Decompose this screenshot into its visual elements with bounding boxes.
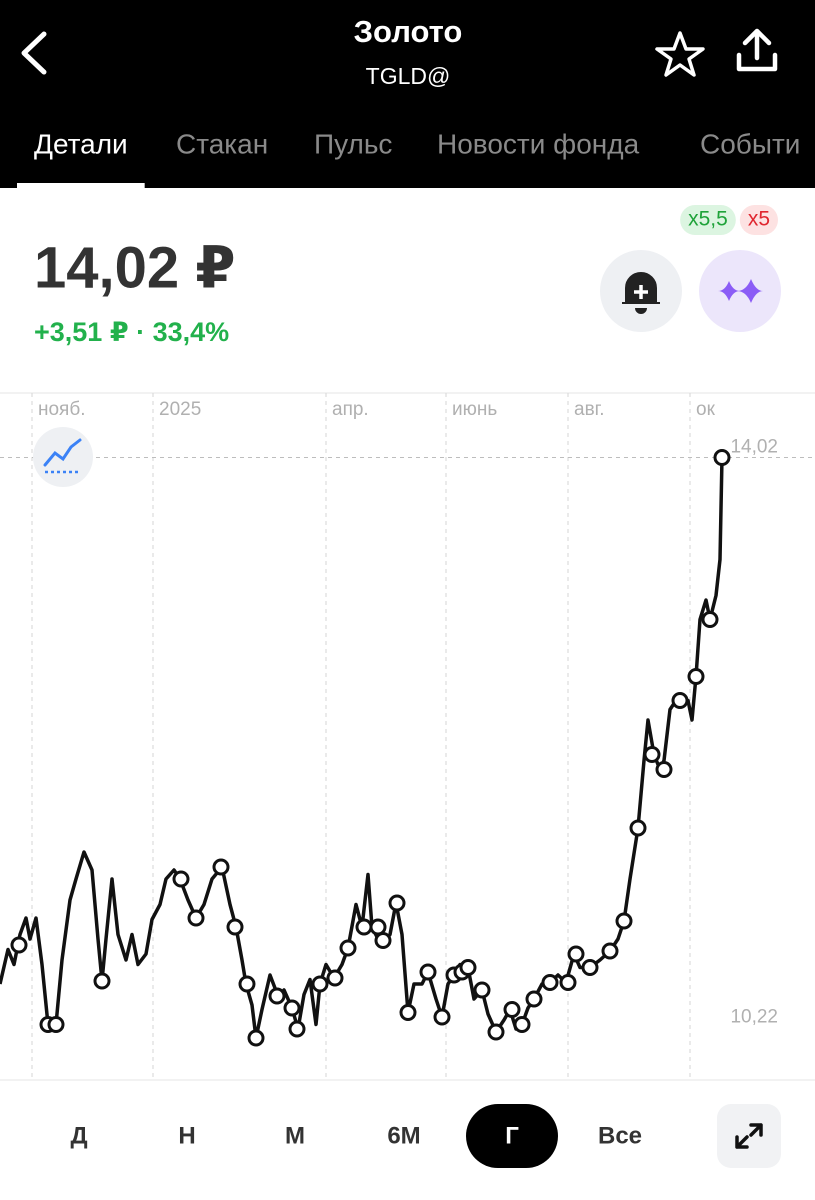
leverage-badge: x5,5: [688, 208, 728, 231]
event-marker: [226, 918, 244, 936]
bell-plus: [634, 285, 648, 299]
chart: нояб. 2025 апр. июнь авг. ок 14,02 10,22: [0, 393, 815, 1080]
event-marker: [687, 668, 705, 685]
period-button[interactable]: М: [285, 1122, 305, 1149]
event-marker: [388, 894, 406, 912]
event-marker: [525, 990, 543, 1008]
price-change: +3,51 ₽ · 33,4%: [34, 317, 229, 347]
quote-block: 14,02 ₽ +3,51 ₽ · 33,4% x5 x5,5: [34, 205, 781, 347]
y-tick-label: 10,22: [730, 1007, 778, 1028]
header-bg: [0, 0, 815, 188]
event-marker: [513, 1016, 531, 1033]
event-marker: [326, 969, 344, 987]
event-marker: [473, 981, 491, 999]
event-marker: [419, 963, 437, 981]
badge-bg: [680, 205, 736, 235]
price: 14,02 ₽: [34, 235, 236, 300]
tab-bar: Детали Стакан Пульс Новости фонда Событи: [17, 128, 800, 188]
event-marker: [643, 746, 661, 763]
event-marker: [713, 449, 731, 466]
event-marker: [212, 858, 230, 876]
period-bar: Д Н М 6М Г Все: [70, 1104, 642, 1168]
ai-icon: [718, 279, 763, 303]
event-marker: [288, 1020, 306, 1038]
event-marker: [47, 1016, 65, 1033]
event-marker: [311, 975, 329, 993]
event-marker: [541, 974, 559, 991]
x-tick-label: ок: [696, 399, 716, 420]
event-marker: [671, 692, 689, 709]
tab[interactable]: Пульс: [314, 128, 392, 159]
event-marker: [487, 1023, 505, 1041]
header-subtitle: TGLD@: [366, 63, 451, 89]
event-marker: [701, 611, 719, 628]
share-button[interactable]: [736, 28, 778, 72]
event-marker: [268, 987, 286, 1005]
event-marker: [615, 912, 633, 930]
event-marker: [355, 918, 373, 936]
x-tick-label: июнь: [452, 399, 497, 420]
event-marker: [369, 918, 387, 936]
event-marker: [503, 1001, 521, 1018]
event-marker: [238, 975, 256, 993]
header-title: Золото: [354, 14, 463, 49]
event-marker: [247, 1029, 265, 1047]
tab[interactable]: Стакан: [176, 128, 268, 159]
event-marker: [433, 1008, 451, 1026]
back-button[interactable]: [21, 31, 47, 75]
fullscreen-button[interactable]: [717, 1104, 781, 1168]
badge-bg: [739, 205, 778, 235]
period-button[interactable]: Г: [505, 1122, 519, 1149]
favorite-button[interactable]: [655, 31, 705, 77]
event-marker: [567, 945, 585, 963]
period-button[interactable]: Н: [178, 1122, 195, 1149]
event-marker: [601, 942, 619, 960]
chart-mode-icon: [43, 438, 82, 467]
event-marker: [655, 761, 673, 778]
event-marker: [187, 909, 205, 927]
x-tick-label: 2025: [159, 399, 201, 420]
period-selected-bg: [466, 1104, 558, 1168]
tab[interactable]: Новости фонда: [437, 128, 640, 159]
event-marker: [581, 959, 599, 976]
event-marker: [399, 1004, 417, 1021]
y-tick-label: 14,02: [730, 437, 778, 458]
x-tick-label: авг.: [574, 399, 605, 420]
event-marker: [283, 999, 301, 1017]
price-line: [0, 457, 724, 1040]
event-marker: [172, 870, 190, 888]
tab[interactable]: Событи: [700, 128, 800, 159]
event-marker: [459, 959, 477, 976]
event-marker: [559, 974, 577, 991]
tab[interactable]: Детали: [34, 128, 128, 159]
tab-underline: [17, 183, 145, 188]
x-tick-label: нояб.: [38, 399, 86, 420]
period-button[interactable]: 6М: [387, 1122, 420, 1149]
period-button[interactable]: Все: [598, 1122, 642, 1149]
period-button[interactable]: Д: [70, 1122, 87, 1149]
leverage-badge: x5: [748, 208, 770, 231]
x-tick-label: апр.: [332, 399, 369, 420]
event-marker: [339, 939, 357, 957]
event-marker: [93, 972, 111, 990]
event-marker: [374, 932, 392, 949]
event-marker: [629, 819, 647, 837]
event-marker: [10, 936, 28, 954]
fullscreen-icon: [735, 1123, 763, 1149]
